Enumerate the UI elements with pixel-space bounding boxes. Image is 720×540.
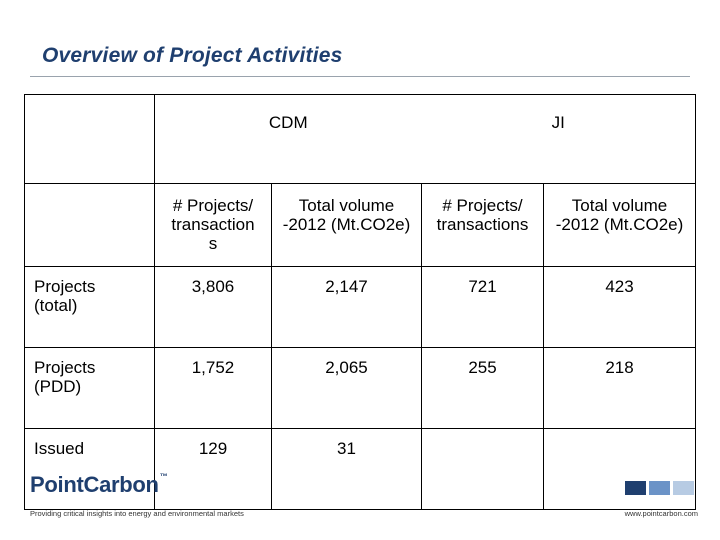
footer-url: www.pointcarbon.com — [624, 509, 698, 518]
cdm-volume-cell: 31 — [271, 428, 422, 510]
table-header-row-subheaders: # Projects/ transaction s Total volume -… — [24, 183, 697, 267]
row-label: Projects (total) — [24, 266, 155, 348]
ji-projects-header-line2: transactions — [436, 215, 529, 234]
ji-projects-cell — [421, 428, 544, 510]
ji-volume-header-line2: -2012 (Mt.CO2e) — [555, 215, 684, 234]
cdm-volume-header-line1: Total volume — [298, 196, 395, 215]
brand-square-light — [673, 481, 694, 495]
brand-square-dark — [625, 481, 646, 495]
cdm-projects-header-line3: s — [208, 234, 218, 253]
ji-projects-header-line1: # Projects/ — [442, 196, 523, 215]
ji-volume-cell — [542, 428, 697, 510]
ji-group-header: JI — [421, 94, 697, 184]
row-label: Projects (PDD) — [24, 347, 155, 429]
cdm-volume-header: Total volume -2012 (Mt.CO2e) — [271, 183, 422, 267]
logo-text: PointCarbon — [30, 472, 159, 497]
cdm-projects-cell: 3,806 — [154, 266, 272, 348]
cdm-projects-cell: 129 — [154, 428, 272, 510]
ji-volume-header-line1: Total volume — [571, 196, 668, 215]
table-row: Issued 129 31 — [24, 428, 697, 510]
ji-volume-header: Total volume -2012 (Mt.CO2e) — [542, 183, 697, 267]
table-row: Projects (PDD) 1,752 2,065 255 218 — [24, 347, 697, 429]
pointcarbon-logo: PointCarbon™ — [30, 472, 168, 502]
table-corner-cell — [24, 94, 155, 184]
title-divider — [30, 76, 690, 77]
row-label-line1: Projects — [34, 358, 96, 377]
logo-trademark: ™ — [159, 472, 168, 481]
ji-projects-cell: 255 — [421, 347, 544, 429]
table-subheader-corner-cell — [24, 183, 155, 267]
cdm-volume-header-line2: -2012 (Mt.CO2e) — [282, 215, 411, 234]
table-header-row-groups: CDM JI — [24, 94, 697, 184]
cdm-group-label: CDM — [268, 113, 308, 132]
brand-square-mid — [649, 481, 670, 495]
row-label: Issued — [24, 428, 155, 510]
cdm-group-header: CDM — [154, 94, 422, 184]
cdm-projects-header-line2: transaction — [171, 215, 255, 234]
ji-volume-cell: 423 — [542, 266, 697, 348]
slide-title: Overview of Project Activities — [42, 44, 343, 67]
row-label-line2: (PDD) — [34, 377, 82, 396]
cdm-projects-header-line1: # Projects/ — [172, 196, 254, 215]
ji-projects-header: # Projects/ transactions — [421, 183, 544, 267]
cdm-volume-cell: 2,065 — [271, 347, 422, 429]
row-label-line1: Issued — [34, 439, 85, 458]
ji-projects-cell: 721 — [421, 266, 544, 348]
cdm-volume-cell: 2,147 — [271, 266, 422, 348]
table-row: Projects (total) 3,806 2,147 721 423 — [24, 266, 697, 348]
brand-squares — [625, 481, 697, 495]
row-label-line2: (total) — [34, 296, 78, 315]
cdm-projects-header: # Projects/ transaction s — [154, 183, 272, 267]
ji-volume-cell: 218 — [542, 347, 697, 429]
cdm-projects-cell: 1,752 — [154, 347, 272, 429]
footer-tagline: Providing critical insights into energy … — [30, 509, 244, 518]
row-label-line1: Projects — [34, 277, 96, 296]
ji-group-label: JI — [551, 113, 565, 132]
project-activities-table: CDM JI # Projects/ transaction s Total v… — [24, 94, 697, 510]
